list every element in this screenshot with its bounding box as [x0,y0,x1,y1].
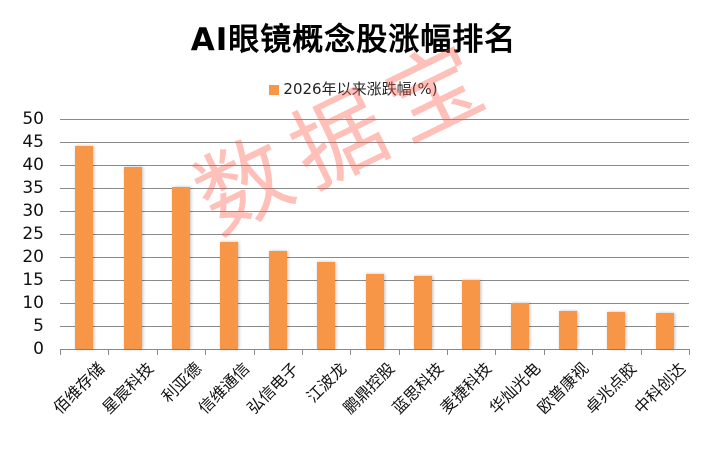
y-tick-label: 50 [22,109,44,129]
x-tick-label: 卓兆点胶 [582,358,641,418]
x-tick-label: 鹏鼎控股 [340,358,399,418]
plot-area [60,119,689,350]
gridline [60,349,689,350]
x-tick-mark [205,349,207,355]
x-tick-label: 蓝思科技 [388,358,448,418]
x-tick-mark [495,349,497,355]
x-tick-label: 华灿光电 [485,358,544,418]
x-tick-mark [156,349,158,355]
x-tick-label: 麦捷科技 [436,358,496,418]
y-tick-label: 40 [22,155,44,175]
gridline [60,234,689,235]
gridline [60,188,689,189]
x-tick-mark [592,349,594,355]
x-tick-mark [447,349,449,355]
bar [559,310,578,349]
x-tick-label: 星宸科技 [98,358,157,418]
y-tick-label: 0 [33,339,44,359]
y-tick-label: 20 [22,247,44,267]
x-tick-mark [108,349,110,355]
bar [220,241,239,349]
y-tick-label: 25 [22,224,44,244]
x-tick-mark [543,349,545,355]
gridline [60,165,689,166]
gridline [60,142,689,143]
x-tick-mark [253,349,255,355]
gridline [60,211,689,212]
x-tick-label: 信维通信 [194,358,254,418]
bar [462,280,481,349]
bar [268,251,287,349]
bar [413,275,432,349]
x-tick-label: 弘信电子 [243,358,302,418]
bar [655,313,674,349]
x-tick-label: 中科创达 [630,358,690,418]
x-tick-mark [301,349,303,355]
y-tick-label: 15 [22,270,44,290]
y-tick-label: 5 [33,316,44,336]
chart-legend: 2026年以来涨跌幅(%) [0,78,707,99]
bar [75,146,94,349]
chart-title: AI眼镜概念股涨幅排名 [190,22,517,58]
bar [123,166,142,349]
gridline [60,119,689,120]
x-tick-label: 佰维存储 [49,358,109,418]
bar [171,187,190,349]
y-tick-label: 30 [22,201,44,221]
x-tick-mark [640,349,642,355]
y-tick-label: 10 [22,293,44,313]
x-tick-mark [60,349,61,355]
gridline [60,257,689,258]
bar [365,274,384,349]
legend-swatch [269,85,280,95]
legend-label: 2026年以来涨跌幅(%) [283,80,438,98]
x-tick-mark [350,349,352,355]
bar [317,262,336,349]
bar [510,302,529,349]
x-tick-mark [398,349,400,355]
y-tick-label: 35 [22,178,44,198]
bar [607,312,626,349]
x-tick-mark [689,349,690,355]
x-tick-label: 欧普康视 [533,358,593,418]
y-tick-label: 45 [22,132,44,152]
